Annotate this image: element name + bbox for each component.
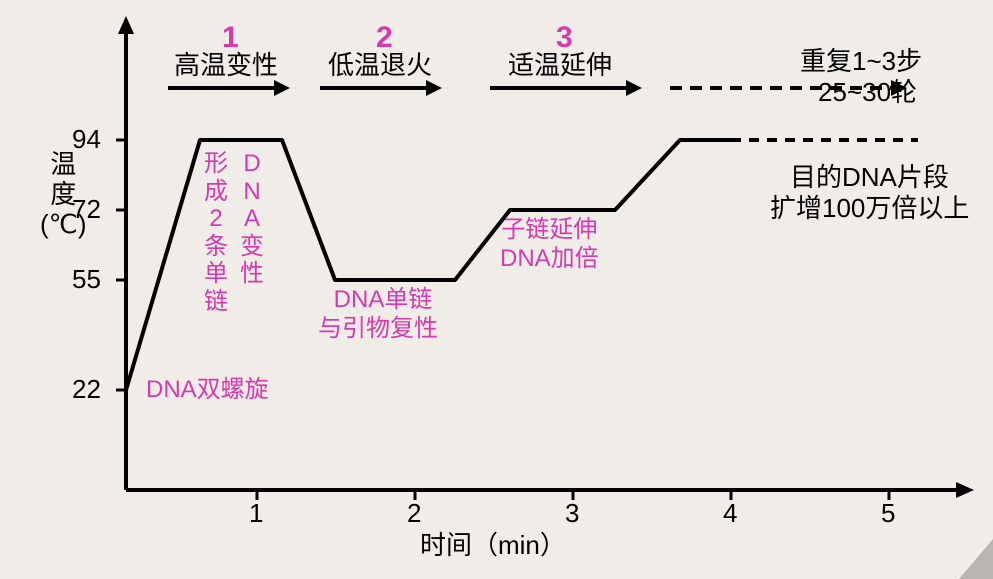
page-corner-fold bbox=[959, 539, 993, 579]
x-tick: 4 bbox=[723, 498, 737, 529]
step-label: 低温退火 bbox=[328, 50, 432, 81]
step-label: 高温变性 bbox=[174, 50, 278, 81]
anno-vert-col2: D N A 变 性 bbox=[240, 150, 264, 288]
x-axis-label: 时间（min） bbox=[420, 530, 566, 561]
step-label: 适温延伸 bbox=[508, 50, 612, 81]
anno-extend: 子链延伸 DNA加倍 bbox=[500, 216, 599, 274]
x-tick: 5 bbox=[881, 498, 895, 529]
x-tick: 3 bbox=[565, 498, 579, 529]
x-tick: 2 bbox=[407, 498, 421, 529]
x-tick: 1 bbox=[249, 498, 263, 529]
anno-vert-col1: 形 成 2 条 单 链 bbox=[204, 150, 228, 316]
y-tick: 55 bbox=[72, 264, 101, 295]
anno-anneal: DNA单链 与引物复性 bbox=[318, 286, 438, 344]
amplify-text: 目的DNA片段 扩增100万倍以上 bbox=[770, 162, 969, 224]
pcr-diagram: 温 度 (℃) 时间（min） 1高温变性2低温退火3适温延伸 重复1~3步 2… bbox=[0, 0, 993, 579]
anno-dna-double-helix: DNA双螺旋 bbox=[146, 376, 269, 405]
y-tick: 72 bbox=[72, 194, 101, 225]
y-tick: 94 bbox=[72, 124, 101, 155]
repeat-text: 重复1~3步 25~30轮 bbox=[800, 46, 922, 108]
y-tick: 22 bbox=[72, 374, 101, 405]
